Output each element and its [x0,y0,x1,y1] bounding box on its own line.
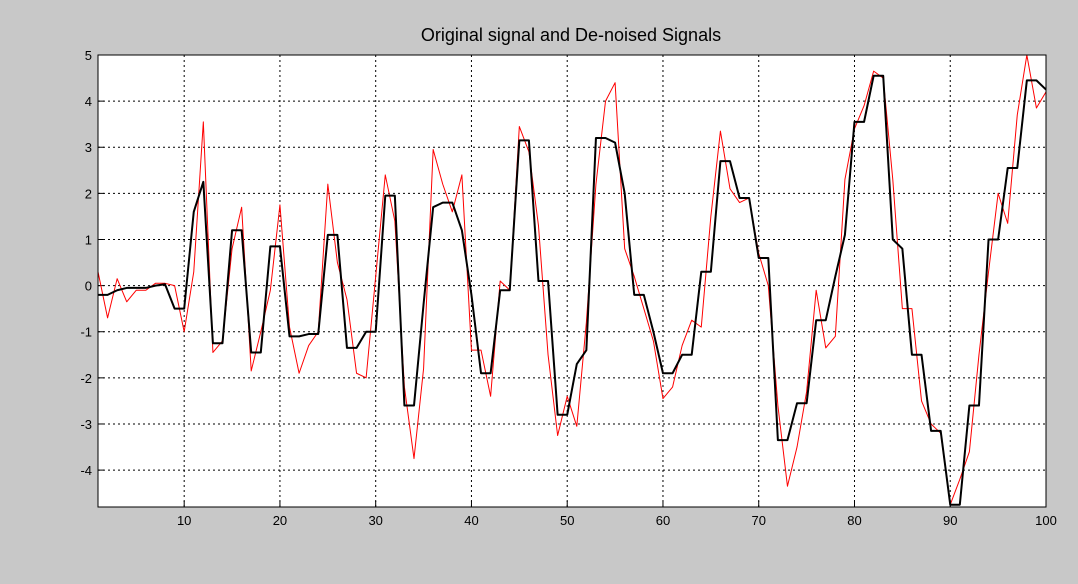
x-tick-label: 100 [1035,513,1057,528]
y-tick-label: 1 [85,232,92,247]
y-tick-label: 3 [85,140,92,155]
series-line [98,55,1046,506]
y-tick-label: 2 [85,186,92,201]
y-tick-label: 5 [85,48,92,63]
x-tick-label: 50 [560,513,574,528]
x-tick-label: 60 [656,513,670,528]
y-tick-label: 0 [85,279,92,294]
y-tick-label: 4 [85,94,92,109]
x-tick-label: 40 [464,513,478,528]
axes-background [98,55,1046,507]
y-tick-label: -3 [80,417,92,432]
y-tick-label: -2 [80,371,92,386]
x-tick-label: 20 [273,513,287,528]
x-tick-label: 90 [943,513,957,528]
y-tick-label: -4 [80,463,92,478]
chart-title: Original signal and De-noised Signals [421,25,721,45]
axes-frame [97,54,1047,508]
x-tick-label: 80 [847,513,861,528]
x-tick-label: 10 [177,513,191,528]
series-line [98,74,1046,506]
x-tick-label: 70 [751,513,765,528]
x-tick-label: 30 [368,513,382,528]
y-tick-label: -1 [80,325,92,340]
